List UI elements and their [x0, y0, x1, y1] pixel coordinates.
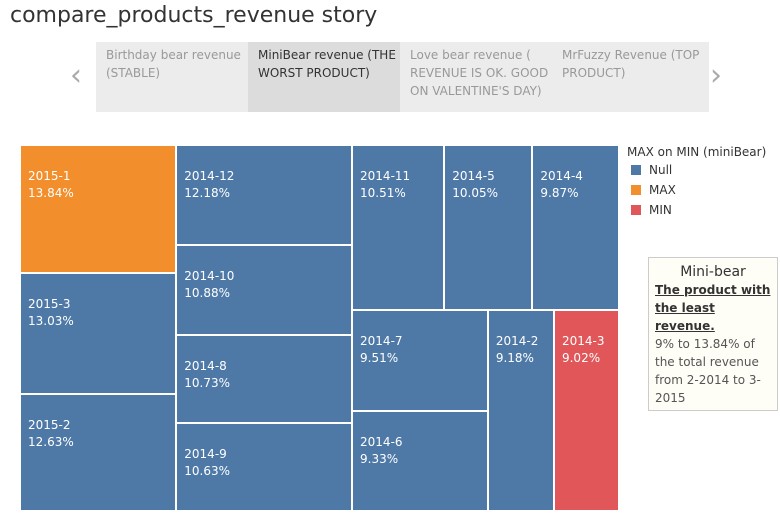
cell-label: 2015-3	[28, 297, 71, 312]
treemap-cell: 2014-8 10.73%	[176, 335, 353, 424]
legend-swatch	[631, 185, 641, 195]
cell-value: 10.51%	[360, 186, 406, 200]
legend: MAX on MIN (miniBear) Null MAX MIN	[627, 145, 766, 219]
treemap-cell: 2014-10 10.88%	[176, 245, 353, 335]
legend-item: MIN	[631, 203, 766, 219]
cell-label: 2014-2	[495, 334, 539, 349]
treemap-cell: 2015-3 13.03%	[20, 273, 177, 394]
cell-label: 2014-3	[561, 334, 605, 349]
cell-label: 2014-6	[360, 435, 403, 450]
cell-value: 10.05%	[452, 186, 498, 200]
cell-value: 9.51%	[360, 351, 399, 366]
cell-value: 9.33%	[360, 452, 399, 467]
annotation-emphasis: The product with the least revenue.	[655, 283, 771, 333]
cell-value: 9.02%	[561, 351, 601, 366]
cell-label: 2014-9	[184, 447, 227, 462]
legend-item: MAX	[631, 183, 766, 199]
treemap-cell: 2014-4 9.87%	[532, 145, 619, 311]
cell-value: 10.88%	[184, 286, 231, 301]
legend-label: Null	[649, 163, 673, 177]
legend-label: MIN	[649, 203, 672, 217]
cell-label: 2014-4	[540, 169, 583, 183]
cell-label: 2014-8	[184, 359, 227, 373]
story-tab[interactable]: MrFuzzy Revenue (TOP PRODUCT)	[552, 42, 709, 112]
cell-value: 9.18%	[495, 351, 534, 366]
story-tab[interactable]: Love bear revenue ( REVENUE IS OK. GOOD …	[400, 42, 557, 112]
annotation-title: Mini-bear	[680, 264, 746, 280]
legend-title: MAX on MIN (miniBear)	[627, 145, 767, 159]
treemap-cell: 2014-9 10.63%	[176, 423, 353, 511]
cell-label: 2015-1	[28, 169, 71, 183]
legend-item: Null	[631, 163, 766, 179]
cell-label: 2014-12	[184, 169, 235, 183]
story-title: compare_products_revenue story	[10, 3, 378, 28]
cell-label: 2014-11	[360, 169, 411, 183]
cell-value: 10.73%	[184, 376, 231, 390]
legend-label: MAX	[649, 183, 676, 197]
cell-label: 2014-5	[452, 169, 495, 183]
cell-value: 9.87%	[540, 186, 579, 200]
treemap-cell: 2014-3 9.02%	[553, 310, 619, 511]
story-tab[interactable]: Birthday bear revenue (STABLE)	[96, 42, 253, 112]
cell-value: 13.03%	[28, 314, 74, 329]
treemap-cell: 2015-2 12.63%	[20, 393, 177, 511]
cell-label: 2015-2	[28, 417, 71, 432]
legend-swatch	[631, 165, 641, 175]
cell-value: 12.18%	[184, 186, 231, 200]
treemap-cell: 2014-5 10.05%	[444, 145, 533, 311]
annotation: Mini-bear The product with the least rev…	[648, 257, 778, 411]
next-arrow[interactable]: ›	[710, 58, 722, 93]
cell-value: 10.63%	[184, 464, 231, 479]
treemap-cell: 2014-2 9.18%	[487, 310, 554, 511]
story-tab[interactable]: MiniBear revenue (THE WORST PRODUCT)	[248, 42, 405, 112]
prev-arrow[interactable]: ‹	[70, 58, 82, 93]
cell-label: 2014-7	[360, 334, 403, 349]
treemap-cell: 2014-6 9.33%	[352, 411, 488, 511]
treemap-cell: 2014-11 10.51%	[352, 145, 445, 311]
annotation-text: 9% to 13.84% of the total revenue from 2…	[655, 337, 761, 405]
cell-value: 12.63%	[28, 434, 74, 449]
legend-swatch	[631, 205, 641, 215]
cell-label: 2014-10	[184, 269, 235, 284]
cell-value: 13.84%	[28, 186, 74, 200]
treemap-cell: 2014-12 12.18%	[176, 145, 353, 246]
treemap-cell: 2014-7 9.51%	[352, 310, 488, 412]
treemap: 2015-1 13.84% 2015-3 13.03% 2015-2 12.63% 2014…	[20, 145, 619, 511]
treemap-cell: 2015-1 13.84%	[20, 145, 177, 274]
